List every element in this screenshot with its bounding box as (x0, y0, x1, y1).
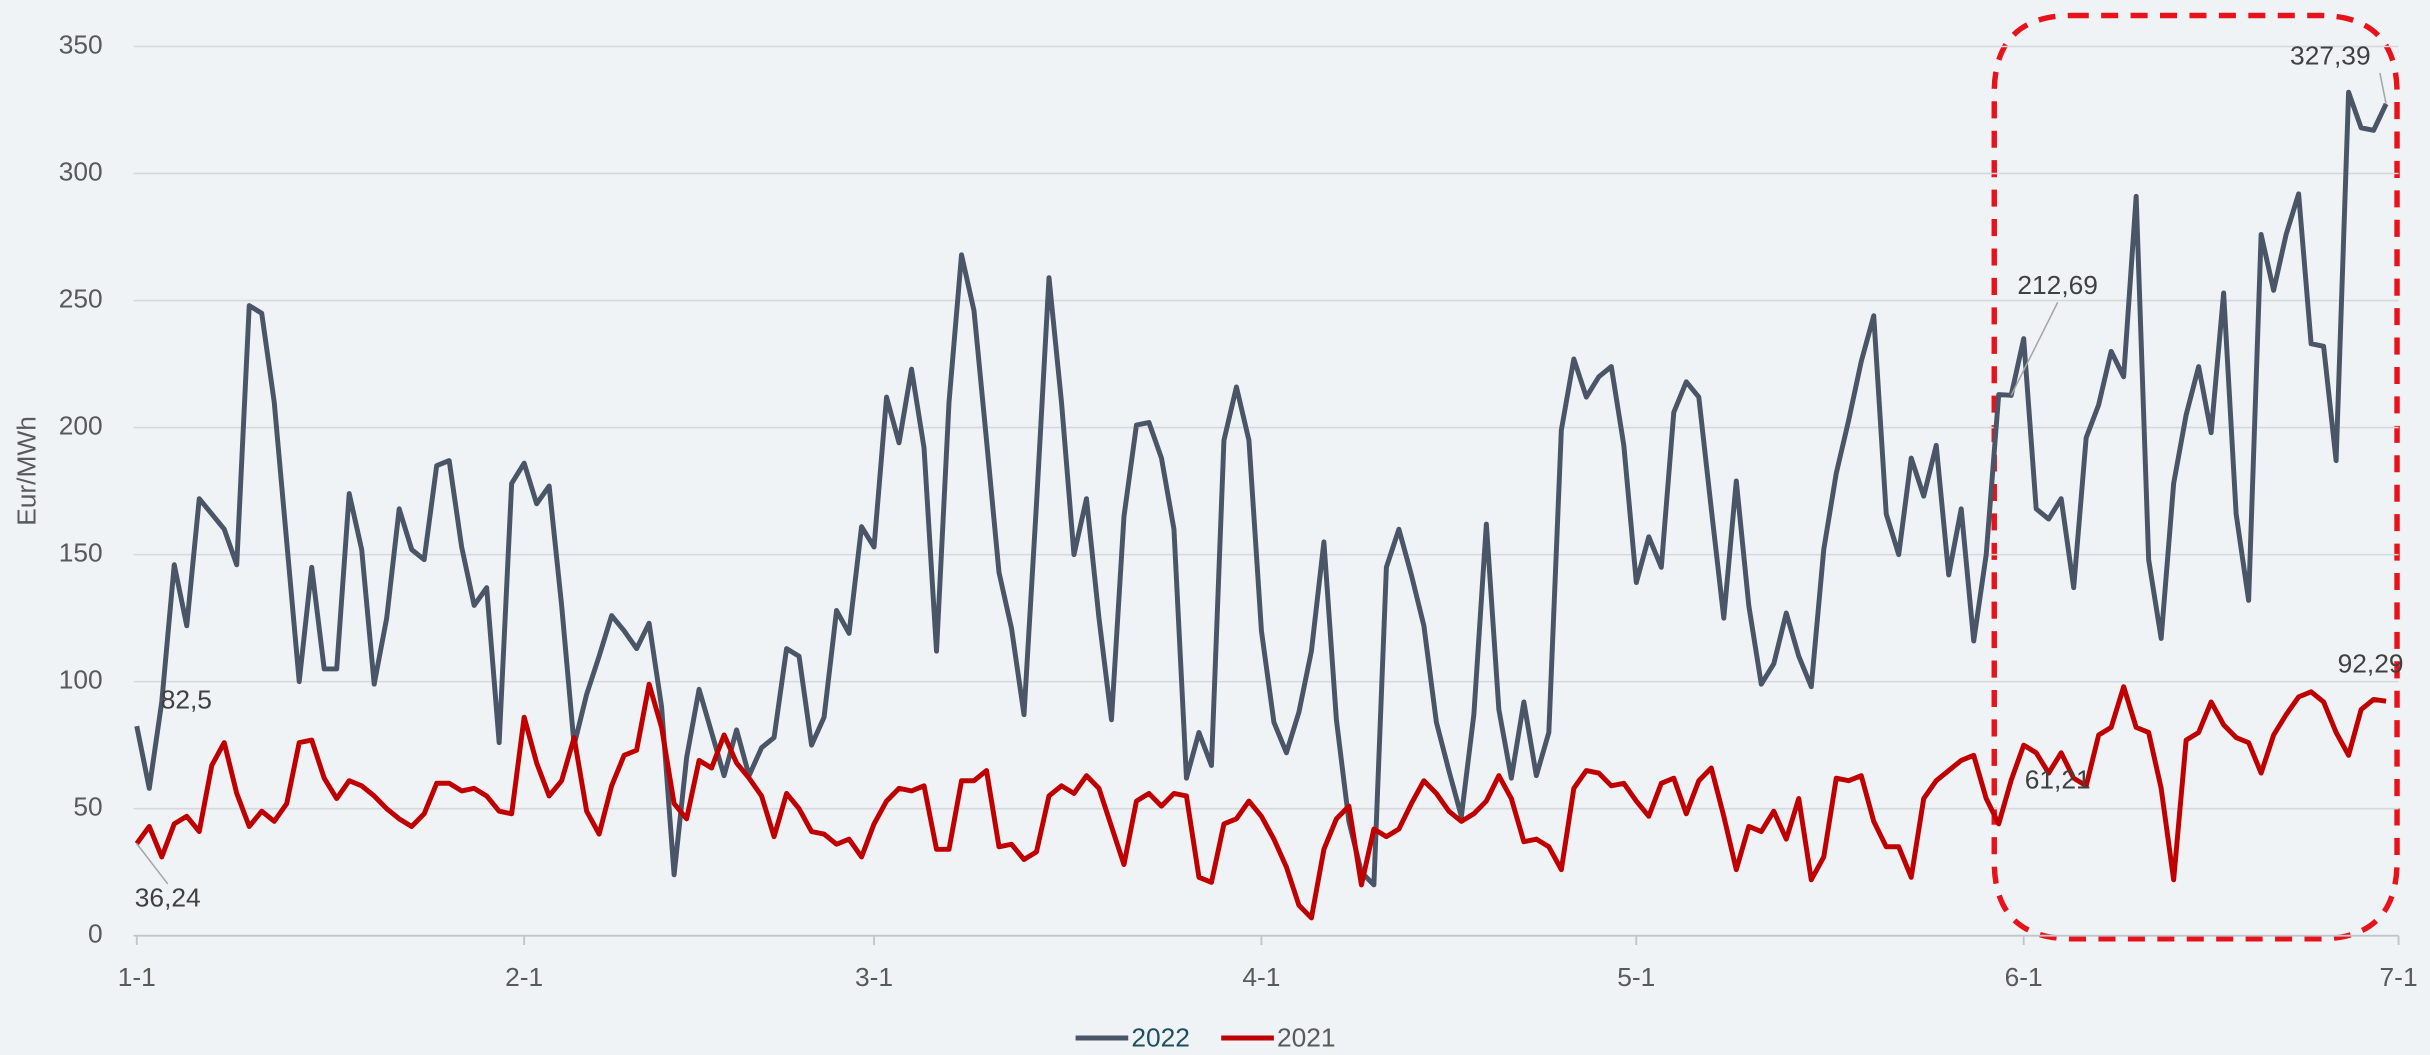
y-tick-label: 150 (59, 538, 103, 568)
legend-label: 2021 (1277, 1022, 1336, 1052)
highlight-box (1991, 12, 2400, 942)
y-tick-label: 100 (59, 665, 103, 695)
x-tick-label: 4-1 (1242, 962, 1280, 992)
x-tick-label: 3-1 (855, 962, 893, 992)
y-tick-label: 50 (73, 792, 102, 822)
data-label: 212,69 (2017, 270, 2098, 300)
y-tick-label: 350 (59, 29, 103, 59)
data-label: 327,39 (2290, 40, 2371, 70)
y-tick-label: 0 (88, 919, 103, 949)
leader-line (2010, 302, 2059, 396)
leader-line (136, 843, 169, 885)
data-label: 82,5 (161, 684, 212, 714)
x-tick-label: 7-1 (2380, 962, 2418, 992)
x-tick-label: 6-1 (2005, 962, 2043, 992)
series-line (134, 681, 2387, 921)
y-tick-label: 200 (59, 411, 103, 441)
leader-line (2379, 72, 2387, 105)
data-label: 36,24 (135, 882, 201, 912)
x-tick-label: 2-1 (505, 962, 543, 992)
data-label: 61,21 (2025, 765, 2091, 795)
series-line (134, 89, 2389, 888)
x-tick-label: 1-1 (118, 962, 156, 992)
y-tick-label: 250 (59, 283, 103, 313)
y-tick-label: 300 (59, 156, 103, 186)
legend-label: 2022 (1131, 1022, 1190, 1052)
y-axis-label: Eur/MWh (11, 416, 41, 526)
x-tick-label: 5-1 (1617, 962, 1655, 992)
data-label: 92,29 (2338, 649, 2404, 679)
